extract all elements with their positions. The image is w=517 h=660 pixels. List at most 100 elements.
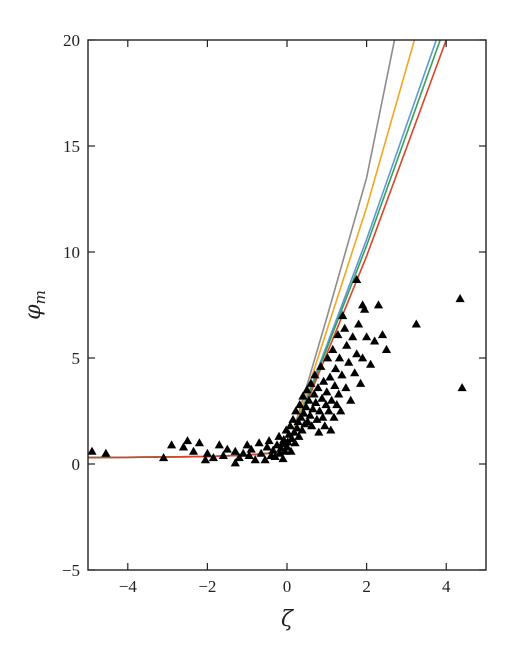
x-axis-label: ζ xyxy=(281,607,295,632)
scatter-point xyxy=(291,406,301,415)
scatter-point xyxy=(304,395,314,404)
scatter-point xyxy=(332,400,342,409)
scatter-point xyxy=(455,294,465,303)
scatter-point xyxy=(289,427,299,436)
scatter-point xyxy=(214,440,224,449)
y-axis-label: φm xyxy=(21,290,49,320)
y-tick-label: −5 xyxy=(62,561,80,580)
scatter-point xyxy=(299,408,309,417)
y-tick-label: 0 xyxy=(72,455,81,474)
y-axis-label-subscript: m xyxy=(31,290,49,304)
x-tick-label: 0 xyxy=(283,577,292,596)
scatter-point xyxy=(326,425,336,434)
scatter-point xyxy=(307,421,317,430)
scatter-point xyxy=(356,378,366,387)
x-tick-label: −4 xyxy=(119,577,138,596)
scatter-point xyxy=(277,439,287,448)
scatter-point xyxy=(308,404,318,413)
scatter-point xyxy=(292,423,302,432)
scatter-point xyxy=(381,344,392,353)
scatter-point xyxy=(358,300,368,309)
scatter-point xyxy=(352,349,362,358)
scatter-point xyxy=(329,412,339,421)
scatter-point xyxy=(324,406,334,415)
scatter-point xyxy=(318,412,328,421)
scatter-point xyxy=(362,332,372,341)
scatter-point xyxy=(333,330,343,339)
scatter-point xyxy=(310,370,320,379)
series-lines xyxy=(88,40,447,459)
y-tick-label: 15 xyxy=(63,137,80,156)
scatter-point xyxy=(330,381,340,389)
scatter-point xyxy=(268,445,278,454)
scatter-point xyxy=(244,450,254,459)
scatter-point xyxy=(334,353,345,362)
scatter-point xyxy=(325,372,335,381)
scatter-points xyxy=(88,275,467,467)
scatter-point xyxy=(346,395,356,404)
scatter-point xyxy=(167,440,177,449)
scatter-point xyxy=(275,448,285,457)
scatter-point xyxy=(301,402,311,411)
scatter-point xyxy=(282,442,292,451)
scatter-point xyxy=(306,378,316,387)
scatter-point xyxy=(202,448,212,457)
scatter-point xyxy=(288,414,298,423)
axis-ticks: −4 −2 0 2 4 −5 0 5 10 15 20 xyxy=(62,31,486,596)
scatter-point xyxy=(270,452,280,460)
scatter-point xyxy=(254,438,264,447)
scatter-point xyxy=(352,275,362,283)
scatter-point xyxy=(327,395,337,404)
scatter-point xyxy=(297,425,307,434)
scatter-point xyxy=(313,383,323,392)
y-tick-label: 20 xyxy=(63,31,80,50)
scatter-point xyxy=(336,406,346,415)
scatter-point xyxy=(302,385,312,394)
scatter-point xyxy=(338,311,348,320)
y-tick-label: 10 xyxy=(63,243,80,262)
series-line-4 xyxy=(88,40,441,459)
scatter-point xyxy=(295,400,305,409)
scatter-point xyxy=(159,453,169,462)
scatter-point xyxy=(101,448,111,457)
scatter-point xyxy=(314,427,324,436)
scatter-point xyxy=(334,389,344,398)
scatter-point xyxy=(262,442,272,451)
scatter-point xyxy=(323,353,333,362)
scatter-point xyxy=(319,376,329,385)
scatter-point xyxy=(411,319,421,328)
scatter-point xyxy=(274,431,284,440)
scatter-point xyxy=(256,448,266,457)
x-tick-label: 2 xyxy=(362,577,371,596)
scatter-point xyxy=(242,440,252,449)
scatter-point xyxy=(341,383,351,392)
scatter-point xyxy=(182,436,193,445)
scatter-point xyxy=(309,389,319,398)
scatter-point xyxy=(303,417,313,426)
scatter-point xyxy=(320,421,330,430)
scatter-point xyxy=(350,368,360,377)
scatter-point xyxy=(290,438,300,447)
scatter-point xyxy=(348,332,358,341)
scatter-point xyxy=(194,438,204,447)
scatter-point xyxy=(286,446,296,455)
scatter-point xyxy=(354,319,364,328)
scatter-point xyxy=(312,414,322,423)
scatter-point xyxy=(218,450,228,459)
plot-frame xyxy=(87,39,487,571)
scatter-point xyxy=(230,458,240,467)
scatter-point xyxy=(250,455,260,464)
scatter-point xyxy=(322,387,332,396)
scatter-point xyxy=(296,412,306,421)
scatter-point xyxy=(260,455,270,464)
scatter-point xyxy=(264,436,274,445)
scatter-point xyxy=(222,444,232,453)
scatter-point xyxy=(315,406,325,415)
scatter-point xyxy=(305,410,315,419)
scatter-point xyxy=(208,453,218,462)
scatter-point xyxy=(278,454,288,463)
series-line-3 xyxy=(88,40,438,459)
y-tick-label: 5 xyxy=(72,349,81,368)
scatter-point xyxy=(298,391,308,400)
